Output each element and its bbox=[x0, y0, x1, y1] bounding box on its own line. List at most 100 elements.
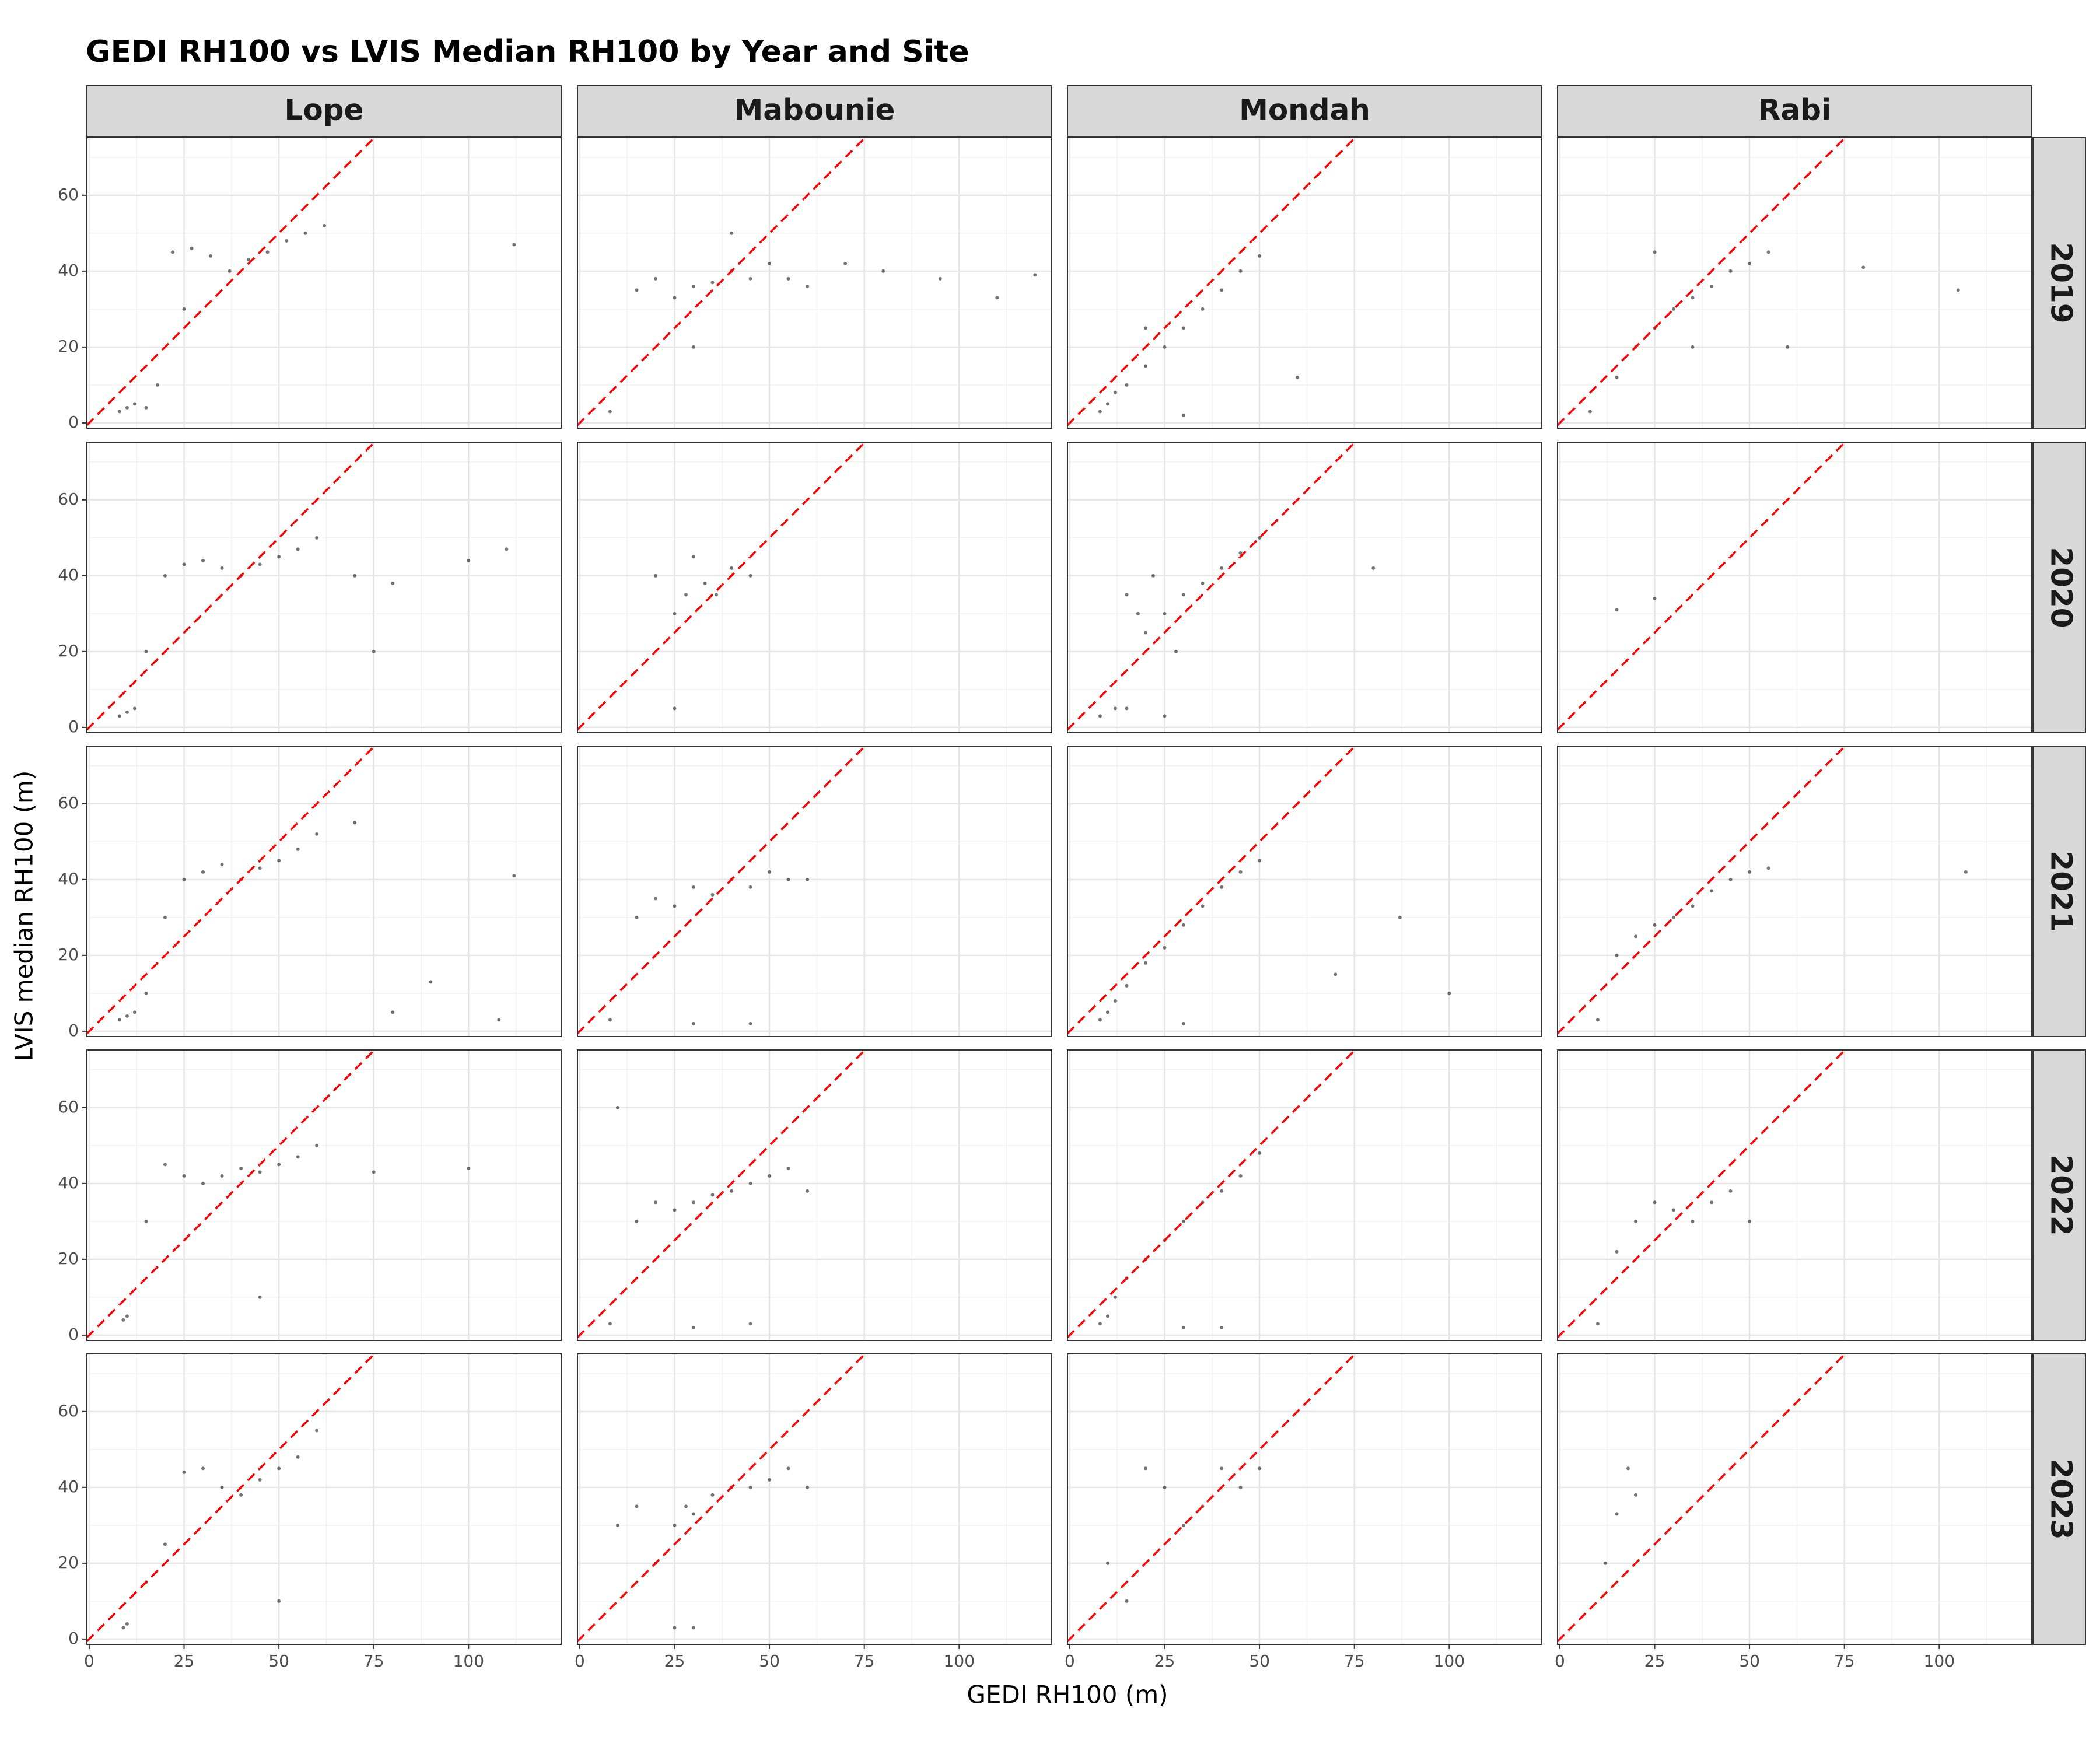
data-point bbox=[1728, 269, 1732, 273]
panel-background bbox=[1558, 1354, 2032, 1644]
data-point bbox=[1672, 1208, 1676, 1212]
data-point bbox=[1690, 1219, 1695, 1223]
x-tick-label: 100 bbox=[944, 1651, 975, 1671]
data-point bbox=[1098, 1018, 1102, 1022]
panel bbox=[86, 746, 562, 1037]
data-point bbox=[372, 649, 376, 653]
reference-line bbox=[578, 442, 867, 731]
data-point bbox=[1861, 265, 1866, 270]
x-tick-label: 0 bbox=[1065, 1651, 1075, 1671]
chart-title: GEDI RH100 vs LVIS Median RH100 by Year … bbox=[86, 34, 970, 69]
reference-line bbox=[87, 1354, 376, 1643]
row-strip-label: 2019 bbox=[2045, 242, 2078, 323]
data-point bbox=[163, 1163, 167, 1167]
data-point bbox=[391, 1010, 395, 1014]
data-point bbox=[1105, 1561, 1110, 1565]
x-tick-label: 0 bbox=[1555, 1651, 1565, 1671]
data-point bbox=[315, 832, 319, 836]
data-point bbox=[748, 1021, 752, 1026]
data-point bbox=[653, 897, 657, 901]
panel-background bbox=[1558, 138, 2032, 428]
data-point bbox=[1182, 326, 1186, 330]
row-strip-label: 2020 bbox=[2045, 547, 2078, 628]
data-point bbox=[1334, 972, 1338, 977]
data-point bbox=[1653, 1200, 1657, 1205]
data-point bbox=[258, 1478, 262, 1482]
data-point bbox=[1296, 375, 1300, 379]
data-point bbox=[121, 1626, 125, 1630]
data-point bbox=[1748, 1219, 1752, 1223]
reference-line bbox=[1558, 1354, 1847, 1643]
data-point bbox=[673, 1208, 677, 1212]
reference-line bbox=[1558, 746, 1847, 1035]
data-point bbox=[1163, 1485, 1167, 1489]
x-tick-label: 75 bbox=[1344, 1651, 1365, 1671]
data-point bbox=[710, 892, 715, 897]
data-point bbox=[768, 870, 772, 874]
panel bbox=[1067, 442, 1542, 733]
data-point bbox=[277, 1163, 281, 1167]
x-tick-label: 100 bbox=[1434, 1651, 1465, 1671]
data-point bbox=[692, 345, 696, 349]
panel bbox=[577, 1049, 1052, 1341]
data-point bbox=[247, 258, 251, 262]
data-point bbox=[748, 276, 752, 281]
data-point bbox=[1615, 1250, 1619, 1254]
data-point bbox=[1238, 1174, 1242, 1178]
data-point bbox=[1588, 410, 1592, 414]
panel-data bbox=[87, 746, 516, 1035]
x-tick-label: 75 bbox=[1834, 1651, 1855, 1671]
x-tick-label: 75 bbox=[363, 1651, 384, 1671]
y-tick-label: 0 bbox=[68, 1325, 79, 1344]
data-point bbox=[125, 405, 129, 410]
strip-background bbox=[2032, 442, 2086, 733]
data-point bbox=[163, 1542, 167, 1546]
data-point bbox=[1748, 261, 1752, 265]
data-point bbox=[1690, 904, 1695, 908]
data-point bbox=[1653, 923, 1657, 927]
data-point bbox=[144, 649, 148, 653]
y-tick-label: 20 bbox=[58, 1553, 79, 1572]
y-tick-label: 60 bbox=[58, 489, 79, 509]
data-point bbox=[730, 231, 734, 235]
data-point bbox=[730, 566, 734, 570]
data-point bbox=[1220, 1466, 1224, 1471]
data-point bbox=[995, 296, 999, 300]
reference-line bbox=[1558, 138, 1847, 426]
data-point bbox=[608, 1018, 612, 1022]
data-point bbox=[692, 1325, 696, 1329]
data-point bbox=[117, 714, 121, 718]
data-point bbox=[1105, 1314, 1110, 1318]
data-point bbox=[615, 1105, 620, 1110]
data-point bbox=[132, 402, 136, 406]
panel-data bbox=[578, 1050, 867, 1339]
data-point bbox=[1626, 1466, 1630, 1471]
data-point bbox=[1098, 714, 1102, 718]
panel-background bbox=[1558, 442, 2032, 733]
panel bbox=[1557, 746, 2032, 1037]
x-tick-label: 50 bbox=[759, 1651, 780, 1671]
data-point bbox=[1182, 413, 1186, 417]
data-point bbox=[163, 915, 167, 919]
x-tick-label: 100 bbox=[453, 1651, 484, 1671]
data-point bbox=[220, 1174, 224, 1178]
panel bbox=[86, 137, 562, 429]
data-point bbox=[673, 611, 677, 615]
panel-background bbox=[87, 138, 561, 428]
data-point bbox=[748, 573, 752, 578]
data-point bbox=[1690, 345, 1695, 349]
reference-line bbox=[87, 442, 376, 731]
data-point bbox=[1182, 1021, 1186, 1026]
data-point bbox=[806, 877, 810, 881]
data-point bbox=[512, 874, 516, 878]
data-point bbox=[182, 307, 186, 311]
column-strip-label: Mondah bbox=[1239, 93, 1370, 127]
data-point bbox=[467, 1166, 471, 1170]
data-point bbox=[190, 246, 194, 250]
data-point bbox=[296, 847, 300, 851]
data-point bbox=[323, 223, 327, 228]
data-point bbox=[748, 1181, 752, 1185]
data-point bbox=[209, 254, 213, 258]
reference-line bbox=[1068, 1354, 1357, 1643]
data-point bbox=[1766, 250, 1770, 254]
